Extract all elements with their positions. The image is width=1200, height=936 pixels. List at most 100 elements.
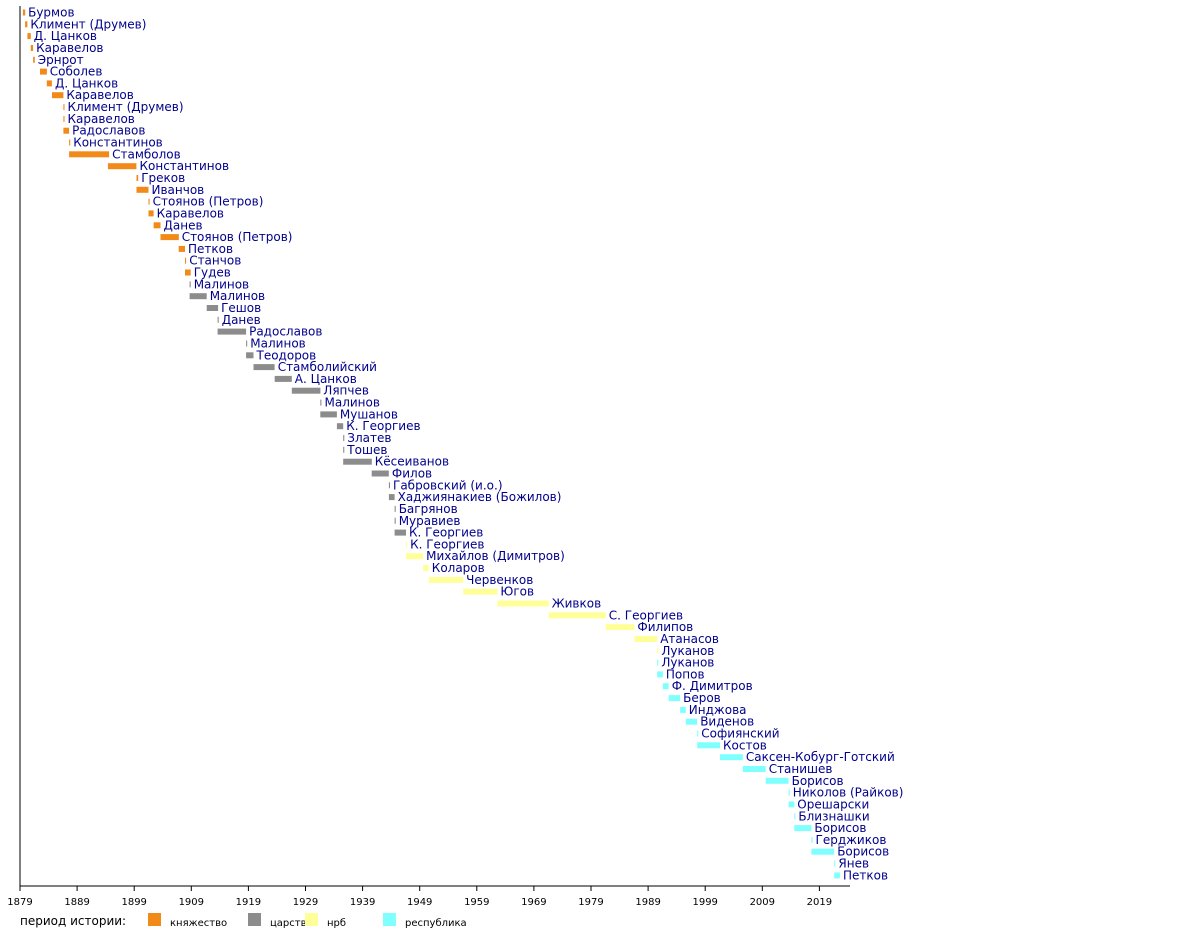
timeline-bar-label: Стамболийский bbox=[278, 360, 377, 374]
timeline-bar-label: Саксен-Кобург-Готский bbox=[746, 750, 895, 764]
timeline-bar-label: Петков bbox=[188, 242, 233, 256]
timeline-bar bbox=[371, 470, 389, 477]
timeline-bar bbox=[40, 68, 47, 75]
timeline-bar bbox=[394, 529, 406, 536]
timeline-bar-label: Борисов bbox=[837, 845, 889, 859]
timeline-bar-label: К. Георгиев bbox=[409, 526, 483, 540]
legend-swatch bbox=[148, 913, 161, 926]
timeline-bar bbox=[107, 163, 137, 170]
timeline-bar-label: Греков bbox=[141, 171, 185, 185]
timeline-bar-label: Близнашки bbox=[798, 809, 869, 823]
timeline-bar bbox=[720, 754, 743, 761]
timeline-bar bbox=[63, 115, 65, 122]
timeline-bar-label: Стоянов (Петров) bbox=[182, 230, 293, 244]
timeline-bar-label: Николов (Райков) bbox=[793, 786, 904, 800]
timeline-bar-label: А. Цанков bbox=[295, 372, 357, 386]
timeline-bar bbox=[206, 305, 219, 311]
timeline-bar-label: Радославов bbox=[249, 325, 322, 339]
timeline-bar-label: Климент (Друмев) bbox=[30, 17, 146, 31]
timeline-bar bbox=[662, 683, 669, 690]
timeline-bar-label: Попов bbox=[666, 667, 705, 681]
timeline-bar-label: Климент (Друмев) bbox=[68, 100, 184, 114]
timeline-bar bbox=[685, 718, 698, 725]
timeline-bar bbox=[548, 612, 606, 619]
timeline-bar-label: Гудев bbox=[194, 266, 231, 280]
timeline-bar-label: Станчов bbox=[189, 254, 241, 268]
timeline-bar-label: Беров bbox=[683, 691, 721, 705]
x-tick-label: 1879 bbox=[7, 897, 32, 908]
timeline-bar bbox=[160, 234, 179, 241]
timeline-bar-label: Бурмов bbox=[28, 6, 74, 20]
x-tick-label: 1939 bbox=[350, 897, 375, 908]
timeline-bar bbox=[217, 316, 219, 323]
timeline-bar-label: Кёсеиванов bbox=[375, 455, 449, 469]
timeline-bar bbox=[27, 33, 31, 40]
timeline-bar bbox=[811, 848, 835, 855]
timeline-bar-label: Герджиков bbox=[816, 833, 887, 847]
timeline-bar-label: Луканов bbox=[661, 644, 714, 658]
timeline-bar bbox=[697, 742, 720, 749]
timeline-bar bbox=[657, 647, 659, 654]
timeline-bar bbox=[463, 588, 498, 595]
x-tick-label: 1889 bbox=[64, 897, 89, 908]
timeline-bar bbox=[634, 636, 658, 642]
timeline-bar-label: Каравелов bbox=[66, 88, 133, 102]
x-tick-label: 1899 bbox=[121, 897, 146, 908]
timeline-bar-label: Борисов bbox=[814, 821, 866, 835]
timeline-bar bbox=[178, 245, 185, 252]
timeline-bar bbox=[148, 198, 150, 205]
timeline-bar-label: Мушанов bbox=[340, 407, 398, 421]
chart-legend: период истории: княжество царство нрб респуб… bbox=[20, 913, 467, 929]
timeline-bar bbox=[765, 777, 789, 784]
x-tick-label: 1999 bbox=[692, 897, 717, 908]
timeline-bar-label: Малинов bbox=[325, 396, 380, 410]
x-tick-label: 1959 bbox=[464, 897, 489, 908]
timeline-bar bbox=[136, 175, 139, 181]
timeline-bar bbox=[336, 423, 344, 430]
timeline-bar-label: Данев bbox=[164, 218, 203, 232]
timeline-bar-label: Виденов bbox=[700, 715, 754, 729]
timeline-bar bbox=[794, 813, 796, 820]
timeline-bar-label: Малинов bbox=[250, 337, 305, 351]
timeline-bar bbox=[52, 92, 64, 99]
timeline-bar-label: Ф. Димитров bbox=[672, 679, 753, 693]
timeline-bar bbox=[834, 860, 836, 867]
timeline-bar bbox=[697, 730, 699, 737]
timeline-bar-label: Станишев bbox=[769, 762, 833, 776]
timeline-bar-label: Инджова bbox=[689, 703, 747, 717]
timeline-bar-label: Коларов bbox=[432, 561, 485, 575]
timeline-bar-label: Теодоров bbox=[256, 348, 317, 362]
legend-swatch bbox=[383, 913, 396, 926]
timeline-bar-label: Малинов bbox=[194, 277, 249, 291]
timeline-bar bbox=[69, 139, 71, 146]
timeline-bar bbox=[33, 56, 35, 63]
timeline-bar bbox=[153, 222, 161, 229]
timeline-bar bbox=[788, 801, 795, 808]
timeline-bar bbox=[428, 576, 464, 583]
timeline-bar-label: Тошев bbox=[346, 443, 387, 457]
timeline-bar-label: Златев bbox=[347, 431, 391, 445]
timeline-bar-label: Софиянский bbox=[701, 727, 779, 741]
timeline-bar bbox=[274, 375, 292, 382]
legend-entry: республика bbox=[405, 918, 467, 929]
timeline-bar bbox=[423, 565, 429, 571]
legend-entry: княжество bbox=[170, 918, 227, 929]
timeline-bar-label: Константинов bbox=[140, 159, 230, 173]
timeline-bar-label: Орешарски bbox=[797, 797, 869, 811]
chart-bars bbox=[22, 9, 840, 879]
timeline-bar-label: Каравелов bbox=[68, 112, 135, 126]
timeline-bar-label: Червенков bbox=[466, 573, 533, 587]
legend-entry: царство bbox=[270, 918, 313, 929]
timeline-bar bbox=[657, 659, 659, 666]
timeline-bar bbox=[63, 104, 65, 111]
timeline-bar bbox=[25, 21, 28, 28]
timeline-bar bbox=[406, 541, 408, 548]
x-tick-label: 1949 bbox=[407, 897, 432, 908]
timeline-bar-label: Живков bbox=[552, 597, 601, 611]
timeline-bar bbox=[189, 293, 207, 300]
timeline-bar-label: Константинов bbox=[73, 136, 163, 150]
timeline-bar-label: Данев bbox=[222, 313, 261, 327]
timeline-bar bbox=[291, 387, 321, 394]
timeline-bar-label: Костов bbox=[723, 738, 767, 752]
